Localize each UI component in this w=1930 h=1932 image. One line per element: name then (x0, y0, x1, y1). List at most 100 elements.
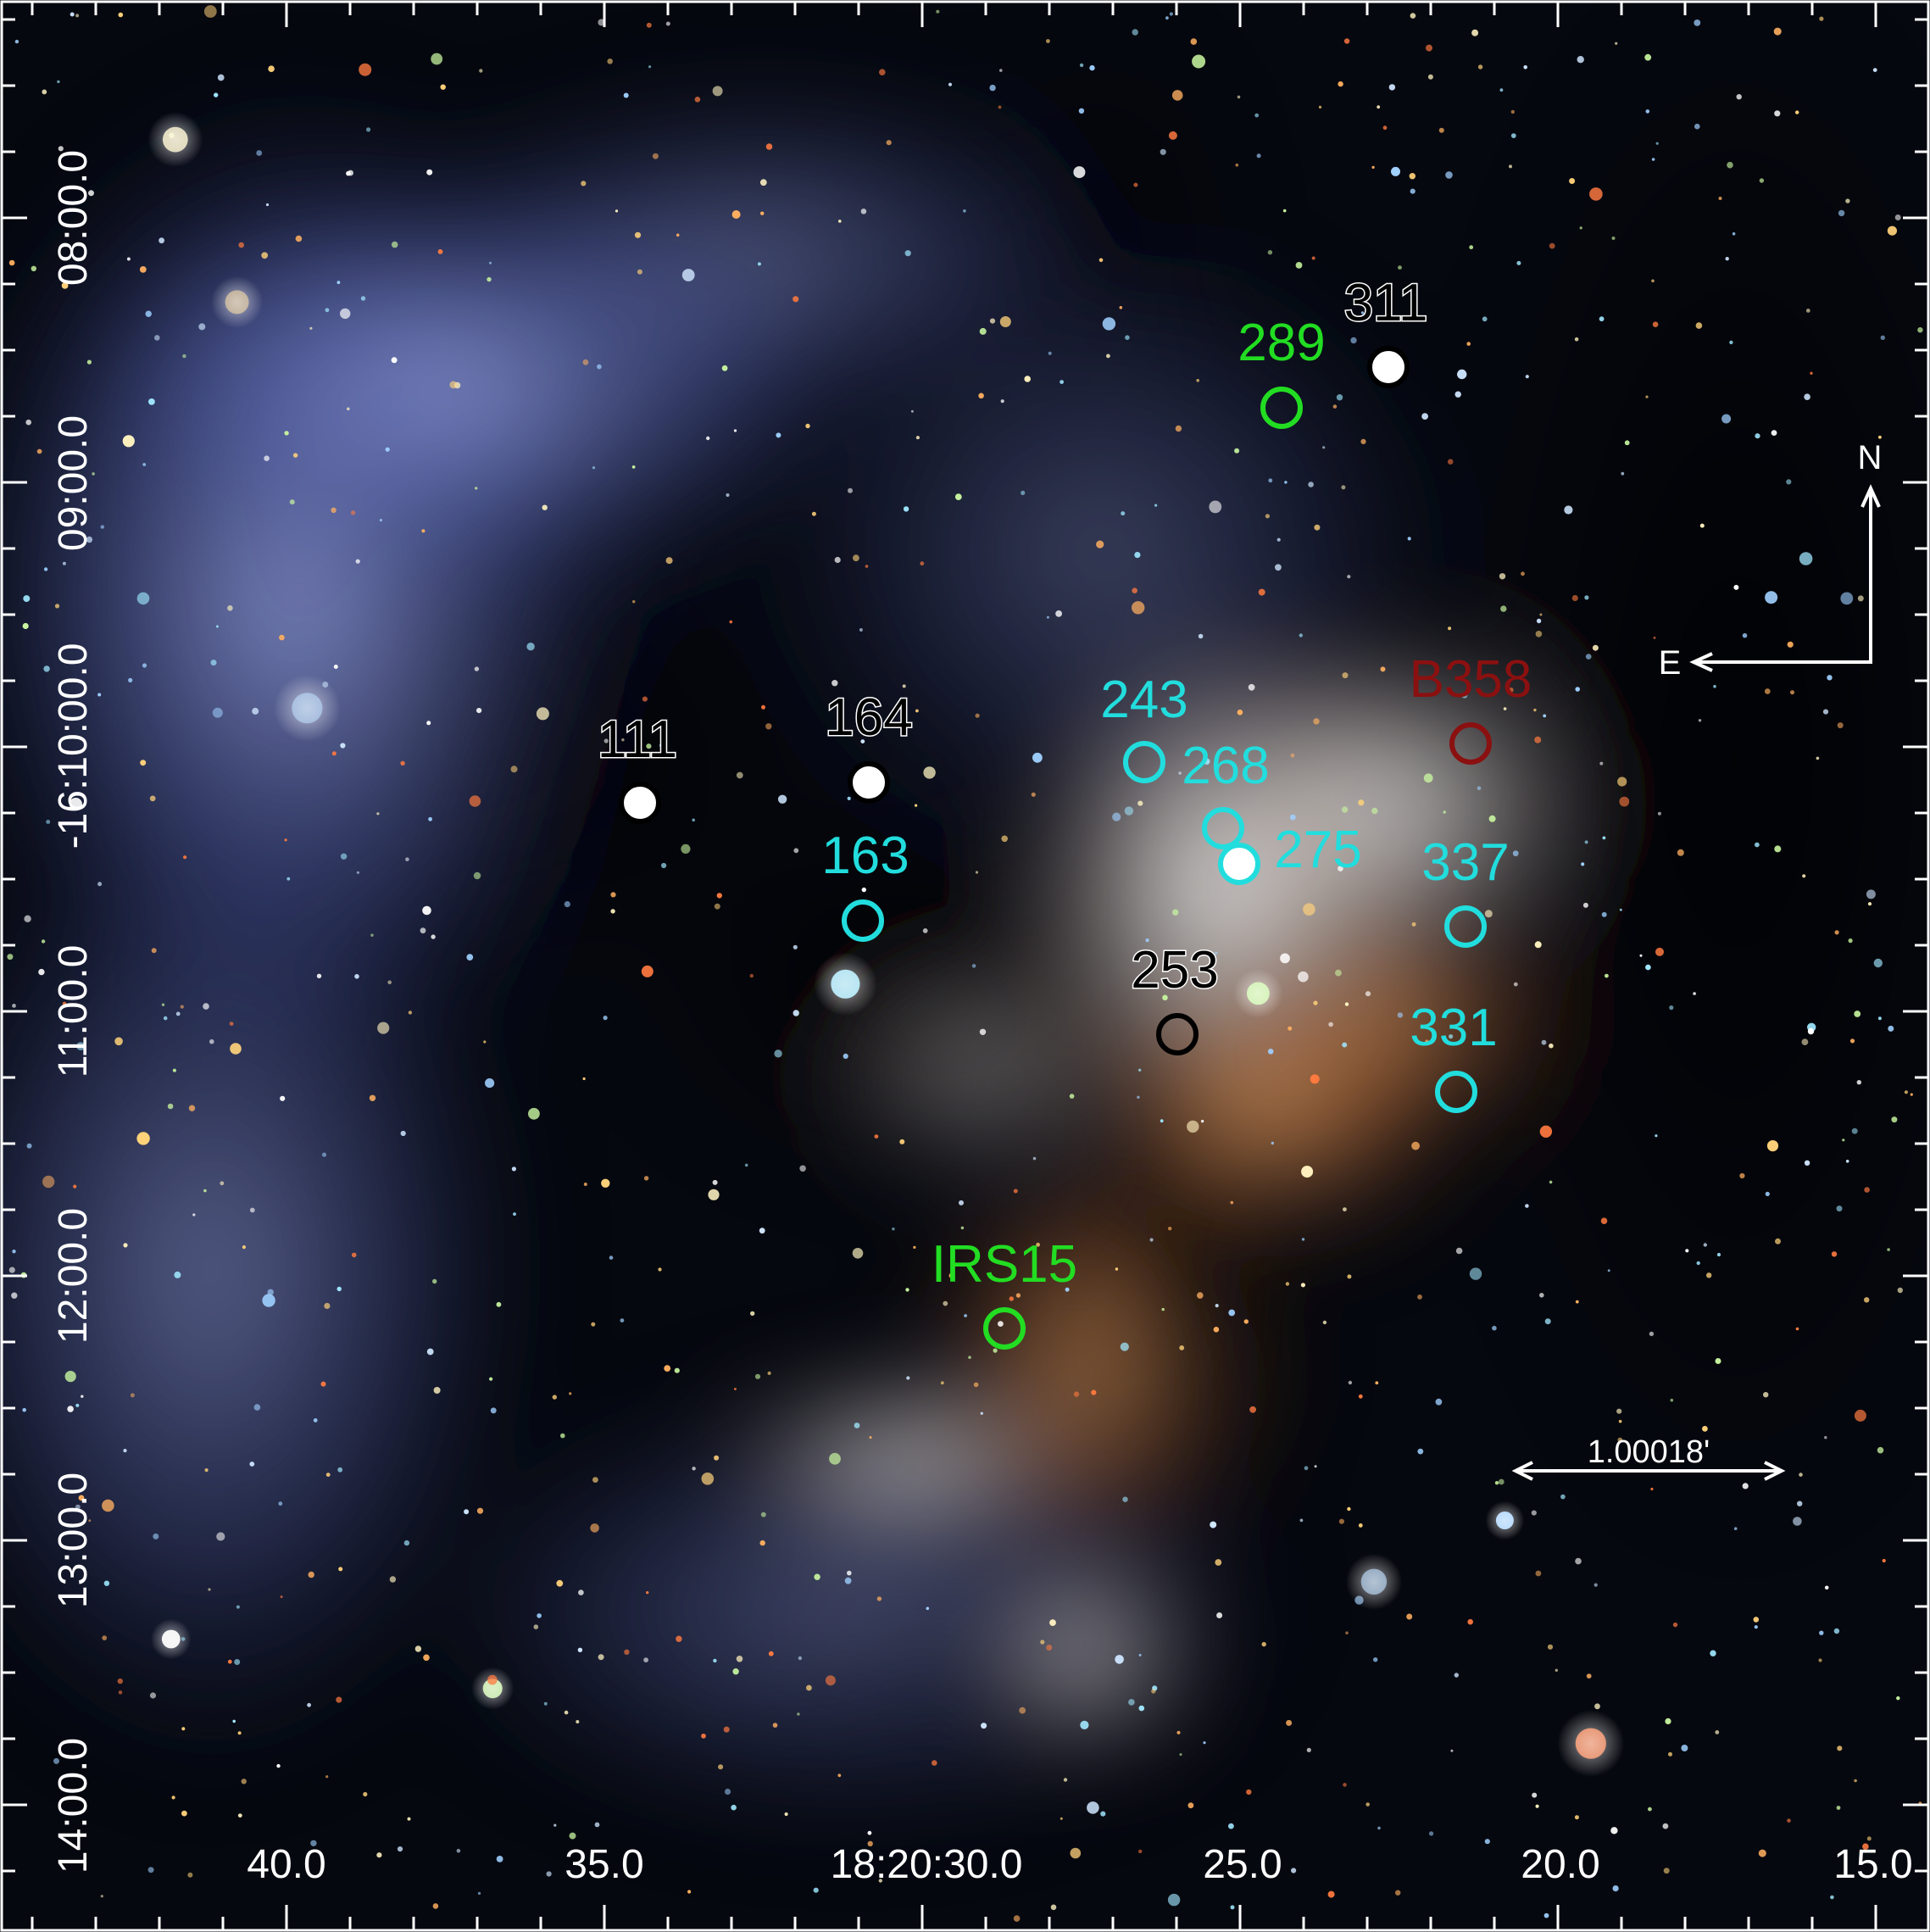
star (321, 1152, 327, 1157)
star (1443, 810, 1446, 814)
star (440, 84, 446, 90)
star (280, 1595, 283, 1599)
star (1555, 1668, 1559, 1673)
star (242, 1245, 246, 1250)
star (1819, 1630, 1824, 1635)
star (1215, 951, 1218, 955)
star (1866, 889, 1876, 899)
dec-tick-label: 11:00.0 (51, 945, 96, 1078)
star (102, 1499, 114, 1512)
star (149, 795, 156, 802)
star (432, 1903, 439, 1909)
star (1275, 564, 1282, 571)
star (1549, 1043, 1554, 1049)
source-marker-164 (848, 761, 890, 804)
star (1845, 1160, 1849, 1163)
star (1795, 110, 1799, 114)
star (594, 1822, 600, 1828)
star (1454, 391, 1461, 398)
star (1313, 1000, 1318, 1005)
star (813, 1887, 819, 1893)
star (1031, 792, 1036, 797)
star (437, 249, 443, 254)
star (496, 1301, 502, 1307)
star (556, 1579, 564, 1587)
star (1121, 511, 1126, 516)
star (1145, 938, 1149, 943)
star (1102, 317, 1116, 331)
star (1303, 903, 1315, 916)
star (1584, 840, 1588, 844)
star (1454, 1673, 1460, 1678)
star (1571, 594, 1578, 602)
star (1866, 1836, 1872, 1841)
star (1377, 1826, 1381, 1830)
star (1862, 1843, 1869, 1850)
star (569, 1832, 576, 1840)
star (253, 1404, 261, 1411)
star (1397, 1012, 1404, 1018)
star (1651, 279, 1655, 283)
star (1532, 1792, 1538, 1798)
star (1665, 1718, 1671, 1724)
star (227, 605, 233, 611)
star (1210, 1521, 1217, 1528)
star (1338, 866, 1343, 871)
star (26, 1143, 32, 1149)
star (1246, 1789, 1252, 1796)
star (1276, 537, 1281, 542)
star (834, 556, 841, 564)
star (1032, 752, 1043, 763)
star (1787, 1818, 1791, 1823)
star (1612, 1885, 1619, 1892)
star (760, 211, 765, 215)
star (1060, 380, 1064, 384)
star (1499, 88, 1504, 92)
star (1391, 166, 1400, 176)
star (1619, 908, 1622, 911)
source-label-irs15: IRS15 (932, 1235, 1077, 1294)
star (1327, 1890, 1335, 1898)
star (1280, 953, 1290, 964)
star (1471, 29, 1479, 36)
star (1764, 688, 1771, 694)
compass-north-label: N (1858, 439, 1883, 476)
star (681, 844, 691, 855)
star (1000, 399, 1004, 404)
star (1754, 1625, 1758, 1629)
star (1328, 1022, 1333, 1027)
star (308, 1571, 314, 1578)
star (1310, 1074, 1320, 1084)
star (578, 1590, 584, 1595)
star (1228, 1309, 1236, 1317)
star (1801, 1038, 1809, 1045)
star (1410, 188, 1416, 194)
star (1694, 19, 1701, 26)
star (53, 1757, 59, 1764)
star (449, 381, 458, 389)
star (989, 84, 996, 92)
star (528, 1107, 540, 1120)
star (936, 9, 940, 14)
star (1342, 1042, 1348, 1048)
star (1046, 1645, 1053, 1651)
star (661, 862, 667, 869)
star (12, 1004, 16, 1008)
star (714, 903, 720, 910)
star (1200, 1119, 1204, 1123)
star (723, 1726, 730, 1733)
star (582, 359, 589, 365)
star (1477, 64, 1483, 70)
source-marker-289 (1260, 387, 1303, 429)
star (188, 1105, 196, 1111)
star (1175, 425, 1182, 432)
star (761, 704, 765, 710)
star (25, 419, 31, 426)
star (915, 804, 918, 807)
star (36, 448, 42, 454)
star (1733, 584, 1739, 590)
star (1775, 1238, 1781, 1244)
star (1080, 1720, 1089, 1729)
star (998, 1321, 1004, 1327)
star (1341, 806, 1349, 813)
